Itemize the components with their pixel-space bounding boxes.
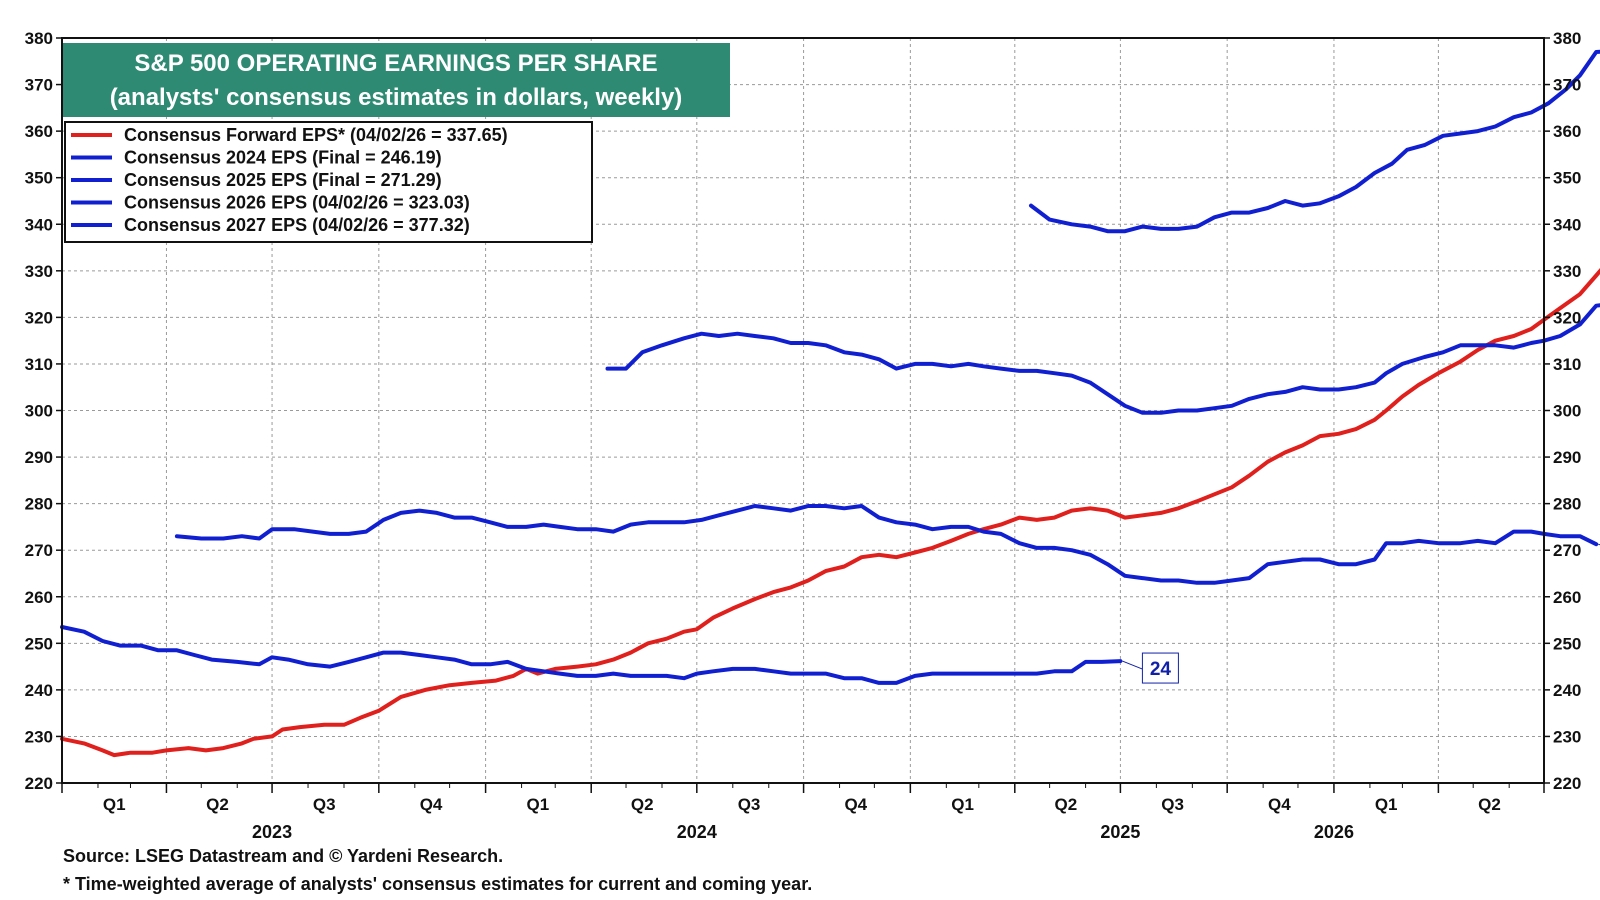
quarter-label: Q3 bbox=[313, 795, 336, 814]
series-line bbox=[1029, 49, 1600, 234]
y-tick-label-left: 280 bbox=[25, 495, 53, 514]
chart-title: S&P 500 OPERATING EARNINGS PER SHARE bbox=[134, 50, 657, 77]
legend-box bbox=[64, 121, 593, 243]
y-tick-label-right: 240 bbox=[1553, 681, 1581, 700]
y-tick-label-left: 350 bbox=[25, 169, 53, 188]
y-tick-label-left: 370 bbox=[25, 76, 53, 95]
y-tick-label-left: 220 bbox=[25, 774, 53, 793]
quarter-label: Q1 bbox=[1375, 795, 1398, 814]
footnote-asterisk: * Time-weighted average of analysts' con… bbox=[63, 874, 813, 894]
title-box: S&P 500 OPERATING EARNINGS PER SHARE (an… bbox=[63, 43, 730, 117]
quarter-label: Q2 bbox=[631, 795, 654, 814]
y-tick-label-right: 290 bbox=[1553, 448, 1581, 467]
y-tick-label-right: 220 bbox=[1553, 774, 1581, 793]
y-tick-label-left: 270 bbox=[25, 541, 53, 560]
series-line bbox=[60, 625, 1123, 685]
chart-subtitle: (analysts' consensus estimates in dollar… bbox=[110, 84, 683, 111]
legend-label: Consensus 2024 EPS (Final = 246.19) bbox=[124, 148, 442, 168]
legend-label: Consensus 2026 EPS (04/02/26 = 323.03) bbox=[124, 193, 470, 213]
series-line bbox=[605, 303, 1600, 415]
quarter-label: Q1 bbox=[103, 795, 126, 814]
series-line bbox=[60, 267, 1600, 758]
y-tick-label-left: 330 bbox=[25, 262, 53, 281]
quarter-label: Q2 bbox=[1478, 795, 1501, 814]
y-tick-label-left: 310 bbox=[25, 355, 53, 374]
y-tick-label-left: 260 bbox=[25, 588, 53, 607]
source-note: Source: LSEG Datastream and © Yardeni Re… bbox=[63, 846, 504, 866]
year-label: 2026 bbox=[1314, 822, 1354, 842]
y-tick-label-right: 340 bbox=[1553, 215, 1581, 234]
quarter-label: Q1 bbox=[951, 795, 974, 814]
quarter-label: Q3 bbox=[1161, 795, 1184, 814]
year-label: 2023 bbox=[252, 822, 292, 842]
year-label: 2024 bbox=[677, 822, 717, 842]
quarter-label: Q4 bbox=[1268, 795, 1291, 814]
y-tick-label-left: 230 bbox=[25, 727, 53, 746]
y-tick-label-left: 300 bbox=[25, 402, 53, 421]
y-tick-label-right: 330 bbox=[1553, 262, 1581, 281]
y-tick-label-left: 360 bbox=[25, 122, 53, 141]
quarter-label: Q3 bbox=[738, 795, 761, 814]
quarter-label: Q2 bbox=[1055, 795, 1078, 814]
y-tick-label-right: 250 bbox=[1553, 634, 1581, 653]
series-line bbox=[174, 504, 1599, 585]
end-labels: 24252627 bbox=[1122, 543, 1600, 684]
end-label-box bbox=[1141, 652, 1179, 684]
quarter-label: Q4 bbox=[844, 795, 867, 814]
y-tick-label-left: 290 bbox=[25, 448, 53, 467]
title-background bbox=[63, 43, 730, 117]
y-tick-label-right: 380 bbox=[1553, 29, 1581, 48]
y-tick-label-right: 260 bbox=[1553, 588, 1581, 607]
y-tick-label-right: 360 bbox=[1553, 122, 1581, 141]
y-tick-label-left: 250 bbox=[25, 634, 53, 653]
year-label: 2025 bbox=[1100, 822, 1140, 842]
y-tick-label-right: 280 bbox=[1553, 495, 1581, 514]
y-tick-label-left: 380 bbox=[25, 29, 53, 48]
y-tick-label-right: 370 bbox=[1553, 76, 1581, 95]
y-tick-label-right: 310 bbox=[1553, 355, 1581, 374]
quarter-label: Q4 bbox=[420, 795, 443, 814]
axes: 220 220 230 230 240 240 250 250 260 260 270 270 280 2… bbox=[25, 29, 1582, 842]
y-tick-label-right: 320 bbox=[1553, 308, 1581, 327]
legend: Consensus Forward EPS* (04/02/26 = 337.6… bbox=[64, 121, 593, 243]
y-tick-label-right: 300 bbox=[1553, 402, 1581, 421]
y-tick-label-left: 320 bbox=[25, 308, 53, 327]
quarter-label: Q1 bbox=[526, 795, 549, 814]
end-label-text: 24 bbox=[1150, 659, 1172, 680]
quarter-label: Q2 bbox=[206, 795, 229, 814]
series-lines bbox=[60, 49, 1600, 758]
legend-label: Consensus 2025 EPS (Final = 271.29) bbox=[124, 170, 442, 190]
legend-label: Consensus Forward EPS* (04/02/26 = 337.6… bbox=[124, 125, 508, 145]
end-label-leader bbox=[1122, 660, 1143, 670]
y-tick-label-right: 230 bbox=[1553, 727, 1581, 746]
y-tick-label-left: 240 bbox=[25, 681, 53, 700]
y-tick-label-right: 350 bbox=[1553, 169, 1581, 188]
y-tick-label-right: 270 bbox=[1553, 541, 1581, 560]
y-tick-label-left: 340 bbox=[25, 215, 53, 234]
legend-label: Consensus 2027 EPS (04/02/26 = 377.32) bbox=[124, 215, 470, 235]
